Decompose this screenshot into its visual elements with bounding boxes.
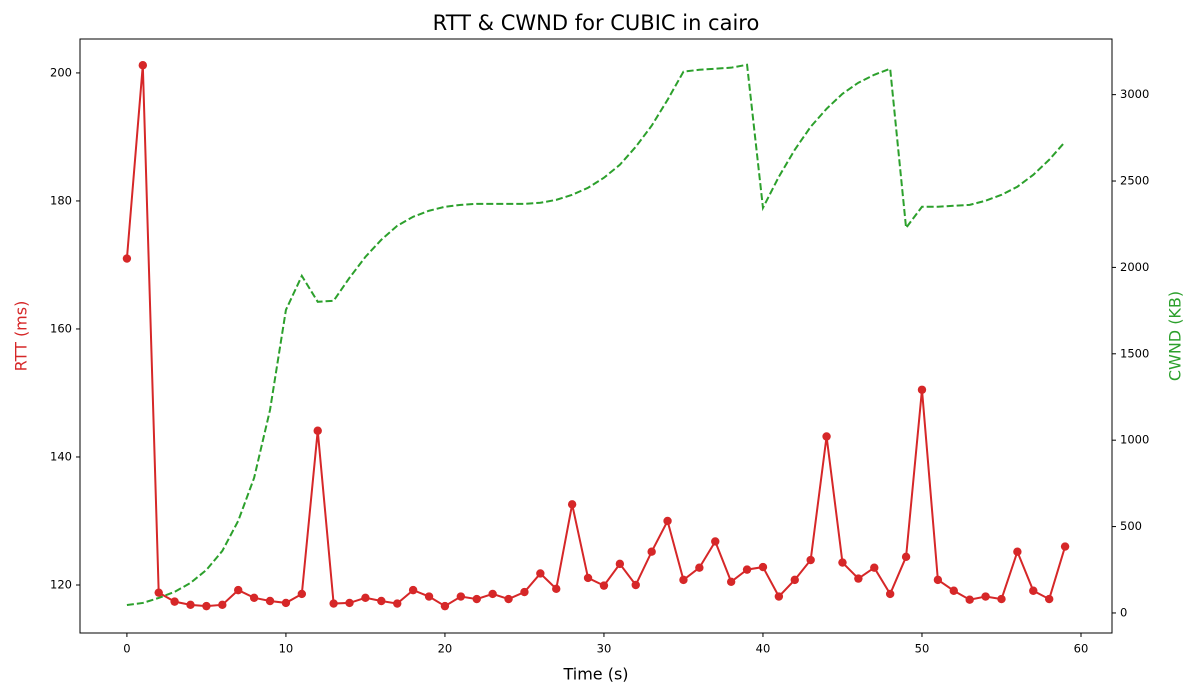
y2-tick-label: 0 <box>1120 605 1127 619</box>
data-point <box>997 594 1006 604</box>
data-point <box>695 563 704 572</box>
data-point <box>552 584 561 594</box>
data-point <box>472 594 481 604</box>
data-point <box>1013 547 1022 556</box>
data-point <box>647 547 656 556</box>
y-tick-label: 200 <box>50 65 72 79</box>
data-point <box>663 516 672 526</box>
data-point <box>615 559 625 569</box>
data-point <box>218 600 227 610</box>
data-point <box>424 592 434 601</box>
y-tick-label: 160 <box>50 321 72 335</box>
data-point <box>170 597 179 606</box>
data-point <box>567 500 577 509</box>
data-point <box>726 577 736 586</box>
data-point <box>583 573 593 583</box>
data-point <box>440 601 450 611</box>
data-point <box>679 575 688 585</box>
y2-axis-label: CWND (KB) <box>1166 291 1185 381</box>
data-point <box>361 593 370 602</box>
data-point <box>504 594 513 604</box>
y2-tick-label: 1500 <box>1120 346 1149 360</box>
data-point <box>377 596 386 606</box>
data-point <box>281 598 291 608</box>
data-point <box>758 562 768 572</box>
x-tick-label: 60 <box>1074 642 1089 656</box>
data-point <box>838 558 847 567</box>
data-point <box>711 537 720 546</box>
data-point <box>917 385 927 394</box>
data-point <box>456 592 466 601</box>
data-point <box>154 588 163 597</box>
data-point <box>297 589 307 599</box>
y2-tick-label: 500 <box>1120 519 1142 533</box>
data-point <box>774 592 784 601</box>
data-point <box>408 585 418 595</box>
data-point <box>488 589 497 599</box>
data-point <box>520 587 529 597</box>
data-point <box>1029 586 1038 595</box>
data-point <box>138 61 148 70</box>
data-point <box>822 432 831 441</box>
y2-tick-label: 2000 <box>1120 260 1149 274</box>
x-tick-label: 0 <box>123 642 130 656</box>
data-point <box>933 575 943 585</box>
data-point <box>885 589 895 599</box>
y2-tick-label: 3000 <box>1120 87 1149 101</box>
data-point <box>790 575 799 585</box>
data-point <box>122 254 132 263</box>
data-point <box>313 426 322 435</box>
data-point <box>599 581 609 590</box>
data-point <box>981 592 990 601</box>
y-axis-label: RTT (ms) <box>12 301 31 372</box>
data-point <box>265 596 275 606</box>
data-point <box>345 598 354 608</box>
data-point <box>234 585 243 595</box>
data-point <box>249 593 259 602</box>
x-tick-label: 20 <box>438 642 453 656</box>
x-tick-label: 50 <box>915 642 930 656</box>
series-line <box>125 65 1067 608</box>
x-tick-label: 30 <box>597 642 612 656</box>
data-point <box>901 552 911 562</box>
x-axis-label: Time (s) <box>562 665 628 684</box>
data-point <box>186 600 195 610</box>
data-point <box>536 569 545 578</box>
data-point <box>1044 594 1054 604</box>
data-point <box>393 599 402 608</box>
y2-tick-label: 2500 <box>1120 174 1149 188</box>
y-tick-label: 120 <box>50 577 72 591</box>
y-tick-label: 180 <box>50 193 72 207</box>
data-point <box>806 555 815 565</box>
data-point <box>742 565 752 574</box>
data-point <box>854 574 863 583</box>
data-point <box>1060 542 1070 551</box>
x-tick-label: 10 <box>279 642 294 656</box>
chart-title: RTT & CWND for CUBIC in cairo <box>433 11 760 35</box>
data-point <box>870 563 879 572</box>
data-point <box>202 601 211 611</box>
data-point <box>949 586 958 595</box>
data-point <box>965 595 974 604</box>
y2-tick-label: 1000 <box>1120 433 1149 447</box>
data-point <box>329 599 338 608</box>
plot-frame <box>79 38 1113 634</box>
series-line <box>126 63 1066 607</box>
y-tick-label: 140 <box>50 449 72 463</box>
x-tick-label: 40 <box>756 642 771 656</box>
data-point <box>631 580 640 590</box>
